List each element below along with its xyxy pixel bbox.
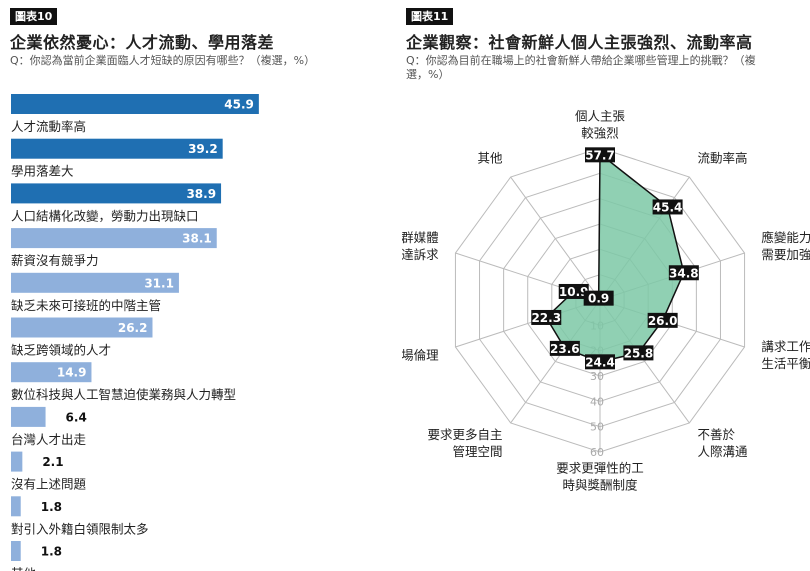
radar-value-box <box>585 354 615 370</box>
radar-value-label: 45.4 <box>653 200 683 214</box>
radar-value-box <box>652 199 683 215</box>
bar-category-label: 薪資沒有競爭力 <box>11 253 99 268</box>
radar-point-group: 26.0 <box>647 312 678 328</box>
bar-value-label: 26.2 <box>118 321 148 335</box>
bar <box>11 138 223 159</box>
bar-category-label: 其他 <box>11 566 37 571</box>
radar-tick-label: 60 <box>590 446 604 459</box>
radar-value-label: 10.9 <box>559 285 589 299</box>
radar-value-box <box>583 290 614 306</box>
chart-title: 企業觀察：社會新鮮人個人主張強烈、流動率高 <box>406 33 753 52</box>
bar <box>11 183 222 204</box>
bar <box>11 94 259 114</box>
bar <box>11 362 92 383</box>
bar-value-label: 45.9 <box>224 98 254 112</box>
radar-category-label: 管理空間 <box>453 444 503 459</box>
bar <box>11 496 21 517</box>
bar-category-label: 沒有上述問題 <box>11 477 87 492</box>
radar-category-label: 要求更彈性的工 <box>556 461 644 476</box>
bar-chart: 45.9 人才流動率高 39.2 學用落差大 38.9 人口結構化改變，勞動力出現缺口 38… <box>11 94 259 571</box>
left-panel: 圖表10 企業依然憂心：人才流動、學用落差 Q：你認為當前企業面臨人才短缺的原因… <box>0 0 395 571</box>
bar-category-label: 台灣人才出走 <box>11 432 87 447</box>
chart-question: Q：你認為目前在職場上的社會新鮮人帶給企業哪些管理上的挑戰？（複選，%） <box>406 54 756 81</box>
radar-point-group: 0.9 <box>583 290 614 306</box>
bar <box>11 541 21 561</box>
bar-category-label: 數位科技與人工智慧迫使業務與人力轉型 <box>11 387 236 402</box>
bar <box>11 451 23 472</box>
radar-category-label: 應變能力 <box>761 230 810 245</box>
radar-spoke <box>510 176 601 301</box>
bar <box>11 272 179 293</box>
radar-category-label: 較強烈 <box>581 126 619 141</box>
bar-value-label: 39.2 <box>188 142 218 156</box>
radar-value-box <box>531 309 562 325</box>
bar-value-label: 14.9 <box>57 366 87 380</box>
radar-category-label: 其他 <box>478 151 504 166</box>
bar-value-label: 1.8 <box>41 545 62 559</box>
radar-category-label: 需要加強 <box>761 247 810 262</box>
bar-value-label: 1.8 <box>41 500 62 514</box>
bar-value-label: 38.9 <box>186 187 216 201</box>
radar-value-box <box>668 265 699 281</box>
radar-category-label: 講求工作與 <box>761 339 810 354</box>
radar-category-label: 要求更多自主 <box>428 427 503 442</box>
bar-value-label: 6.4 <box>66 410 87 424</box>
radar-category-label: 不善於 <box>697 427 735 442</box>
radar-chart: 10203040506057.745.434.826.025.824.423.6… <box>402 109 810 493</box>
radar-category-label: 個人主張 <box>575 109 626 124</box>
radar-value-label: 34.8 <box>669 266 699 280</box>
chart-question: Q：你認為當前企業面臨人才短缺的原因有哪些？（複選，%） <box>10 54 316 67</box>
bar-category-label: 缺乏未來可接班的中階主管 <box>11 298 161 313</box>
radar-category-label: 流動率高 <box>697 151 747 166</box>
radar-category-label: 時與獎酬制度 <box>562 478 638 493</box>
radar-point-group: 10.9 <box>558 283 589 299</box>
radar-value-label: 22.3 <box>531 311 561 325</box>
chart-title: 企業依然憂心：人才流動、學用落差 <box>10 33 275 52</box>
bar-category-label: 人才流動率高 <box>11 119 86 134</box>
right-panel: 圖表11 企業觀察：社會新鮮人個人主張強烈、流動率高 Q：你認為目前在職場上的社… <box>402 0 810 571</box>
radar-value-label: 57.7 <box>585 148 615 162</box>
radar-value-label: 25.8 <box>624 346 654 360</box>
bar <box>11 317 153 338</box>
radar-tick-label: 50 <box>590 421 604 434</box>
bar-category-label: 學用落差大 <box>11 164 74 179</box>
radar-point-group: 22.3 <box>531 309 562 325</box>
radar-value-label: 0.9 <box>588 292 609 306</box>
radar-value-box <box>585 147 615 163</box>
radar-value-label: 23.6 <box>550 342 580 356</box>
radar-value-label: 24.4 <box>585 355 615 369</box>
radar-category-label: 人際溝通 <box>697 444 748 459</box>
bar-category-label: 缺乏跨領域的人才 <box>11 343 111 358</box>
bar-value-label: 31.1 <box>144 276 174 290</box>
radar-value-label: 26.0 <box>648 314 678 328</box>
radar-point-group: 34.8 <box>668 265 699 281</box>
radar-category-label: 表達訴求 <box>402 247 439 262</box>
radar-tick-label: 30 <box>590 370 604 383</box>
radar-tick-label: 40 <box>590 395 604 408</box>
chart-tag: 圖表10 <box>10 8 58 25</box>
radar-point-group: 45.4 <box>652 199 683 215</box>
radar-point-group: 25.8 <box>623 345 654 361</box>
radar-category-label: 生活平衡 <box>761 356 810 371</box>
bar <box>11 406 46 427</box>
radar-point-group: 23.6 <box>549 340 580 356</box>
radar-point-group: 57.7 <box>585 147 615 163</box>
bar-category-label: 人口結構化改變，勞動力出現缺口 <box>11 208 199 223</box>
bar <box>11 228 217 249</box>
radar-series-area <box>545 152 685 363</box>
radar-point-group: 24.4 <box>585 354 615 370</box>
radar-category-label: 習慣透過社群媒體 <box>402 230 439 245</box>
chart-tag: 圖表11 <box>406 8 454 25</box>
radar-value-box <box>549 340 580 356</box>
bar-value-label: 38.1 <box>182 232 212 246</box>
radar-value-box <box>558 283 589 299</box>
bar-value-label: 2.1 <box>42 455 63 469</box>
bar-category-label: 對引入外籍白領限制太多 <box>11 521 149 536</box>
radar-category-label: 不懂職場倫理 <box>402 347 439 362</box>
radar-value-box <box>647 312 678 328</box>
radar-value-box <box>623 345 654 361</box>
